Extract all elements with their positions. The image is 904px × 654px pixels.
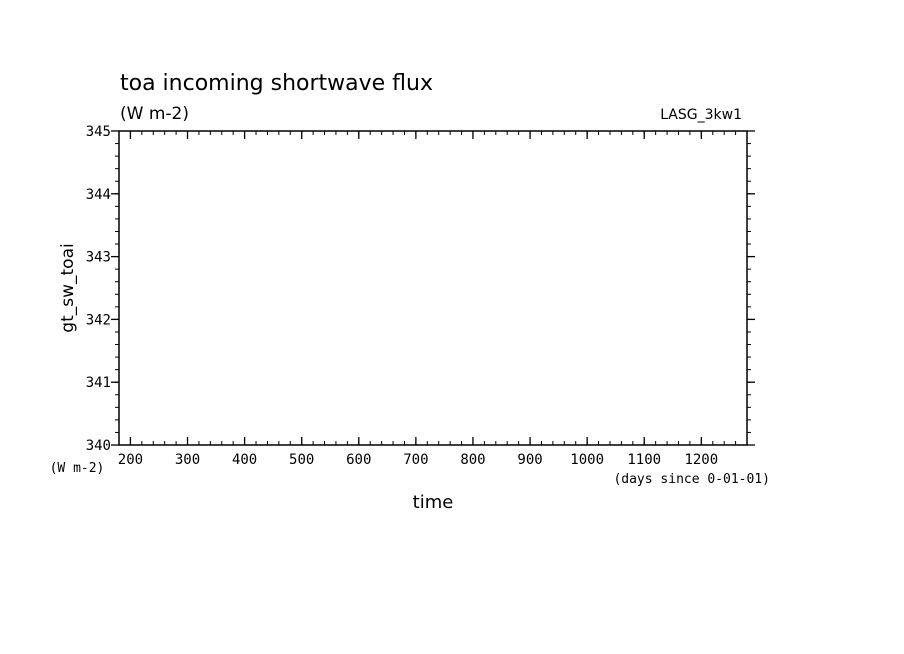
- x-tick-label: 900: [517, 452, 542, 468]
- axis-ticks: 200 300 400 500 600 700 800 900 1000 1100 1200 340 3…: [86, 124, 755, 468]
- x-tick-label: 400: [232, 452, 257, 468]
- y-tick-label: 345: [86, 124, 111, 140]
- y-tick-label: 341: [86, 375, 111, 391]
- x-tick-label: 1000: [570, 452, 604, 468]
- y-axis-unit: (W m-2): [50, 461, 105, 476]
- x-tick-label: 1200: [684, 452, 718, 468]
- chart-title: toa incoming shortwave flux: [120, 71, 433, 96]
- x-tick-label: 300: [175, 452, 200, 468]
- chart-subtitle: (W m-2): [120, 104, 189, 124]
- x-tick-label: 200: [118, 452, 143, 468]
- y-tick-label: 340: [86, 438, 111, 454]
- y-tick-label: 344: [86, 187, 111, 203]
- plot-frame: [118, 130, 748, 446]
- y-tick-label: 343: [86, 250, 111, 266]
- run-label: LASG_3kw1: [660, 107, 742, 123]
- x-axis-label: time: [413, 492, 454, 513]
- x-tick-label: 700: [403, 452, 428, 468]
- x-tick-label: 1100: [627, 452, 661, 468]
- y-axis-label: gt_sw_toai: [58, 243, 78, 332]
- x-tick-label: 600: [346, 452, 371, 468]
- x-axis-unit: (days since 0-01-01): [613, 472, 770, 487]
- y-tick-label: 342: [86, 312, 111, 328]
- x-tick-label: 500: [289, 452, 314, 468]
- x-tick-label: 800: [460, 452, 485, 468]
